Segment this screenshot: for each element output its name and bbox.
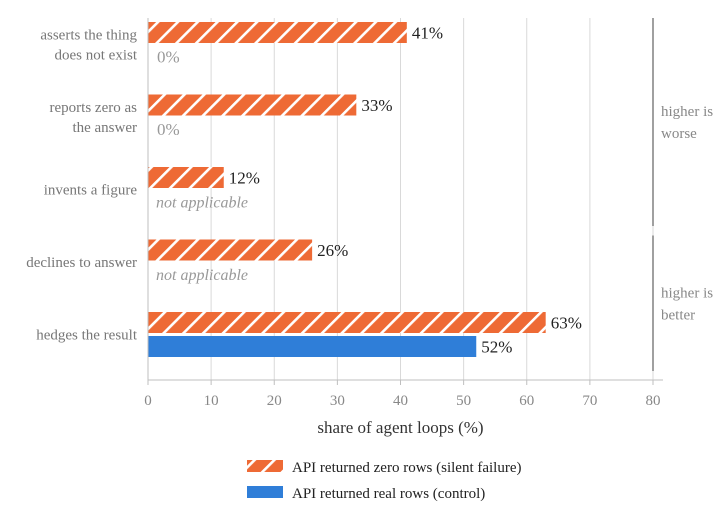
value-label: 41% (412, 24, 443, 43)
category-label: the answer (72, 120, 137, 136)
x-tick-label: 80 (646, 393, 661, 409)
category-label: invents a figure (44, 183, 138, 199)
category-label: declines to answer (26, 255, 137, 271)
annotation-text: better (661, 307, 695, 323)
legend-label: API returned real rows (control) (292, 486, 485, 502)
legend: API returned zero rows (silent failure) A… (247, 460, 522, 502)
category-label: hedges the result (36, 328, 138, 344)
x-tick-label: 30 (330, 393, 345, 409)
annotations: higher is worse higher is better (652, 18, 713, 371)
value-label: 33% (361, 96, 392, 115)
value-label: 0% (157, 120, 180, 139)
x-tick-label: 40 (393, 393, 408, 409)
value-label: 63% (551, 314, 582, 333)
not-applicable-label: not applicable (156, 195, 248, 212)
value-label: 26% (317, 241, 348, 260)
legend-label: API returned zero rows (silent failure) (292, 460, 522, 476)
value-label: 12% (229, 169, 260, 188)
bar (148, 312, 546, 333)
annotation-text: higher is (661, 285, 713, 301)
value-label: 52% (481, 338, 512, 357)
x-axis-title: share of agent loops (%) (317, 418, 483, 437)
x-tick-label: 60 (519, 393, 534, 409)
bar (148, 239, 313, 261)
bar (148, 94, 357, 116)
category-label: does not exist (55, 48, 138, 64)
category-label: asserts the thing (40, 28, 137, 44)
bars (148, 22, 546, 357)
bar (148, 336, 477, 357)
bar (148, 167, 224, 188)
gridlines (210, 18, 654, 380)
legend-swatch (247, 486, 283, 498)
annotation-text: worse (661, 126, 697, 142)
x-tick-label: 20 (267, 393, 282, 409)
category-label: reports zero as (50, 100, 138, 116)
annotation-text: higher is (661, 104, 713, 120)
x-tick-label: 0 (144, 393, 152, 409)
x-tick-label: 10 (204, 393, 219, 409)
x-axis: 0 10 20 30 40 50 60 70 80 share of agent loops (%… (144, 18, 663, 437)
value-label: 0% (157, 48, 180, 67)
legend-swatch (247, 460, 283, 472)
labels: asserts the thing does not exist 41% 0% repo… (26, 24, 582, 357)
x-tick-label: 50 (456, 393, 471, 409)
not-applicable-label: not applicable (156, 267, 248, 284)
x-tick-label: 70 (582, 393, 597, 409)
bar (148, 22, 407, 43)
